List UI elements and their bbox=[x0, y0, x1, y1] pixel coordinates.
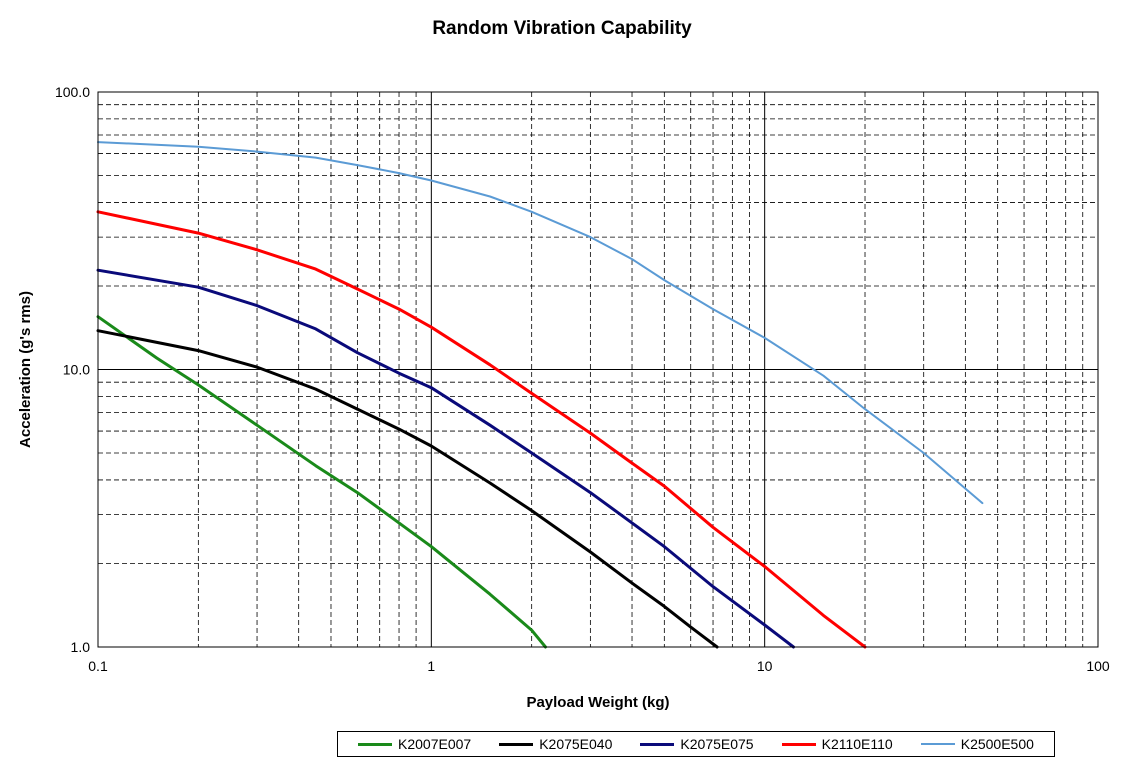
x-tick-label: 0.1 bbox=[88, 658, 108, 674]
legend-item: K2007E007 bbox=[358, 736, 471, 752]
legend-label: K2500E500 bbox=[960, 736, 1034, 752]
legend-swatch bbox=[358, 742, 392, 746]
series-lines bbox=[96, 141, 984, 649]
x-tick-label: 1 bbox=[427, 658, 435, 674]
x-axis-title: Payload Weight (kg) bbox=[526, 694, 669, 711]
x-tick-label: 100 bbox=[1086, 658, 1110, 674]
chart-title: Random Vibration Capability bbox=[432, 18, 692, 39]
legend-label: K2007E007 bbox=[398, 736, 472, 752]
x-axis-ticks: 0.1 1 10 100 bbox=[88, 658, 1110, 674]
legend-swatch bbox=[781, 742, 816, 746]
legend-item: K2075E040 bbox=[499, 736, 612, 752]
legend-swatch bbox=[499, 742, 534, 746]
series-line-k2110e110 bbox=[96, 210, 867, 649]
y-tick-label: 1.0 bbox=[71, 639, 91, 655]
legend-item: K2110E110 bbox=[781, 736, 893, 752]
series-line-k2075e075 bbox=[96, 268, 795, 649]
y-tick-label: 100.0 bbox=[55, 84, 90, 100]
y-axis-title: Acceleration (g's rms) bbox=[17, 291, 34, 448]
y-axis-ticks: 1.0 10.0 100.0 bbox=[55, 84, 90, 655]
legend-swatch bbox=[920, 743, 955, 745]
chart-legend: K2007E007 K2075E040 K2075E075 K2110E110 K250… bbox=[337, 731, 1055, 757]
x-tick-label: 10 bbox=[757, 658, 773, 674]
legend-label: K2075E040 bbox=[539, 736, 613, 752]
minor-gridlines bbox=[98, 92, 1098, 647]
series-line-k2075e040 bbox=[96, 329, 719, 649]
legend-label: K2075E075 bbox=[680, 736, 754, 752]
series-line-k2500e500 bbox=[97, 141, 984, 505]
legend-item: K2075E075 bbox=[640, 736, 754, 752]
legend-swatch bbox=[640, 742, 675, 746]
legend-label: K2110E110 bbox=[821, 736, 893, 752]
plot-border bbox=[97, 91, 1099, 648]
y-tick-label: 10.0 bbox=[63, 362, 90, 378]
series-line-k2007e007 bbox=[96, 315, 547, 649]
legend-item: K2500E500 bbox=[920, 736, 1034, 752]
